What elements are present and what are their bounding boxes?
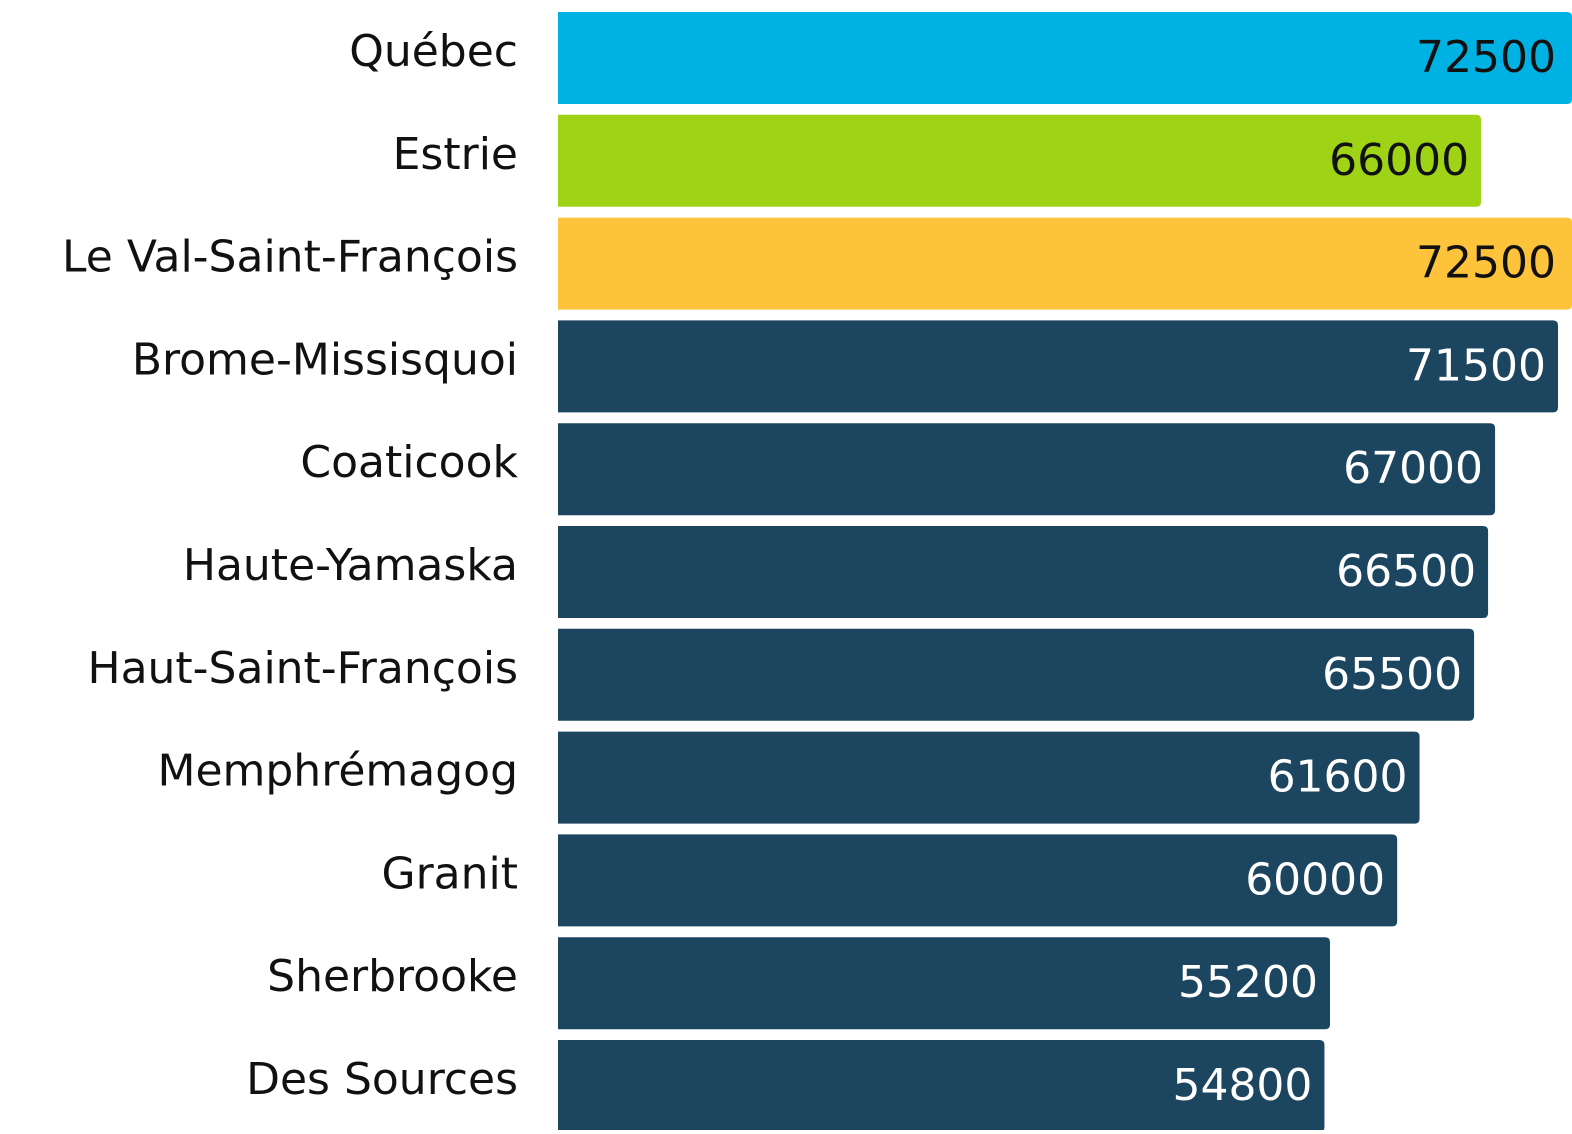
y-tick-label: Granit (381, 848, 518, 899)
bar (558, 731, 1420, 824)
bar (558, 628, 1475, 721)
bar (558, 1040, 1325, 1132)
value-label: 61600 (1268, 752, 1408, 803)
bar (558, 937, 1331, 1030)
bar (558, 834, 1398, 927)
y-tick-label: Québec (349, 26, 518, 77)
y-tick-label: Haut-Saint-François (87, 643, 518, 694)
value-label: 67000 (1343, 443, 1483, 494)
bar (558, 526, 1489, 618)
value-label: 71500 (1406, 340, 1546, 391)
y-tick-label: Estrie (393, 129, 518, 180)
y-tick-label: Des Sources (246, 1054, 518, 1105)
value-label: 60000 (1245, 854, 1385, 905)
y-tick-label: Brome-Missisquoi (132, 334, 518, 385)
value-label: 55200 (1178, 957, 1318, 1008)
y-tick-label: Le Val-Saint-François (62, 232, 518, 283)
value-label: 65500 (1322, 649, 1462, 700)
bar (558, 423, 1496, 516)
bar (558, 320, 1559, 413)
bar (558, 12, 1572, 104)
y-tick-label: Memphrémagog (157, 746, 518, 797)
value-label: 66000 (1329, 135, 1469, 186)
value-label: 72500 (1416, 238, 1556, 289)
value-label: 66500 (1336, 546, 1476, 597)
value-label: 54800 (1172, 1060, 1312, 1111)
bar (558, 114, 1482, 207)
bar (558, 217, 1572, 310)
y-tick-label: Coaticook (300, 437, 518, 488)
y-tick-label: Sherbrooke (267, 951, 518, 1002)
y-tick-label: Haute-Yamaska (183, 540, 518, 591)
value-label: 72500 (1416, 32, 1556, 83)
